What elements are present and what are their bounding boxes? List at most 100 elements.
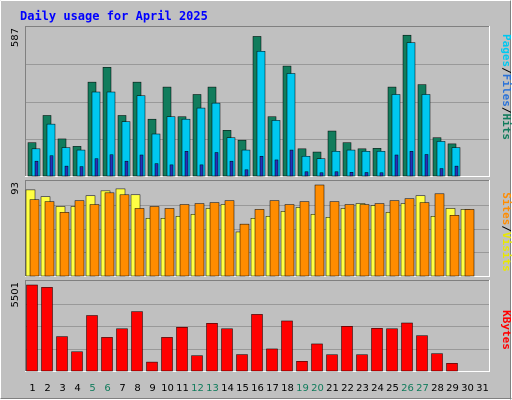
x-tick-day-31: 31 [476, 383, 489, 394]
bar-sites-day-23 [359, 204, 370, 277]
bar-kbytes-day-5 [86, 315, 98, 372]
legend-kbytes: KBytes [500, 310, 512, 350]
legend-entry: KBytes [500, 310, 512, 350]
legend-entry: / [500, 107, 512, 114]
bar-pages-day-13 [214, 152, 219, 177]
y-max-label: 587 [10, 28, 21, 47]
bar-sites-day-15 [239, 223, 250, 277]
x-tick-day-18: 18 [281, 383, 294, 394]
panel-hits-files-pages: 587 Pages/Files/Hits [10, 26, 512, 177]
bar-kbytes-day-11 [176, 326, 188, 372]
bar-kbytes-day-7 [116, 328, 128, 372]
bar-pages-day-16 [259, 155, 264, 177]
y-max-label: 93 [10, 182, 21, 195]
bar-pages-day-2 [49, 155, 54, 177]
x-tick-day-16: 16 [251, 383, 264, 394]
legend-entry: Hits [500, 114, 512, 141]
bar-kbytes-day-9 [146, 361, 158, 372]
bar-kbytes-day-20 [311, 343, 323, 372]
bar-kbytes-day-14 [221, 328, 233, 372]
x-tick-day-24: 24 [371, 383, 384, 394]
x-tick-day-26: 26 [401, 383, 414, 394]
x-axis-labels: 1 2 3 4 5 6 7 8 9 10 11 12 13 14 15 16 17 18 19 20 21 22 23 24 2… [29, 383, 489, 394]
legend-entry: Visits [500, 232, 512, 272]
bar-kbytes-day-6 [101, 337, 113, 372]
bar-sites-day-24 [374, 203, 385, 277]
bar-sites-day-12 [194, 203, 205, 277]
legend-hits-files-pages: Pages/Files/Hits [500, 34, 512, 140]
x-tick-day-12: 12 [191, 383, 204, 394]
panel-kbytes: 5501 KBytes [10, 280, 512, 372]
bar-pages-day-28 [439, 168, 444, 177]
bar-pages-day-24 [379, 172, 384, 177]
bar-sites-day-4 [74, 200, 85, 277]
bar-sites-day-21 [329, 201, 340, 277]
bar-kbytes-day-27 [416, 335, 428, 372]
bar-pages-day-15 [244, 169, 249, 177]
bar-pages-day-8 [139, 154, 144, 177]
bar-pages-day-7 [124, 160, 129, 177]
bar-pages-day-1 [34, 160, 39, 177]
bar-pages-day-17 [274, 159, 279, 177]
bar-pages-day-14 [229, 160, 234, 177]
x-tick-day-25: 25 [386, 383, 399, 394]
bar-pages-day-27 [424, 154, 429, 177]
bar-sites-day-22 [344, 204, 355, 277]
x-tick-day-14: 14 [221, 383, 234, 394]
bar-sites-day-9 [149, 206, 160, 277]
bar-pages-day-18 [289, 149, 294, 177]
bar-kbytes-day-4 [71, 351, 83, 372]
bar-pages-day-21 [334, 171, 339, 177]
bar-kbytes-day-19 [296, 361, 308, 372]
bar-pages-day-12 [199, 164, 204, 177]
x-tick-day-6: 6 [104, 383, 110, 394]
bar-sites-day-25 [389, 200, 400, 277]
bar-sites-day-19 [299, 201, 310, 277]
bar-kbytes-day-23 [356, 354, 368, 372]
bar-pages-day-10 [169, 164, 174, 177]
bar-sites-day-30 [464, 209, 475, 277]
bar-pages-day-5 [94, 158, 99, 177]
bar-kbytes-day-1 [26, 284, 38, 372]
legend-entry: / [500, 225, 512, 232]
bar-sites-day-26 [404, 198, 415, 277]
bar-kbytes-day-26 [401, 322, 413, 372]
bar-files-day-24 [376, 151, 386, 177]
bar-kbytes-day-16 [251, 314, 263, 372]
bar-sites-day-14 [224, 200, 235, 277]
bar-kbytes-day-10 [161, 337, 173, 372]
bar-pages-day-19 [304, 171, 309, 177]
x-tick-day-7: 7 [119, 383, 125, 394]
bar-kbytes-day-15 [236, 354, 248, 372]
x-tick-day-17: 17 [266, 383, 279, 394]
bar-sites-day-7 [119, 194, 130, 277]
bar-sites-day-20 [314, 184, 325, 277]
x-tick-day-29: 29 [446, 383, 459, 394]
x-tick-day-2: 2 [44, 383, 50, 394]
x-tick-day-8: 8 [134, 383, 140, 394]
bar-kbytes-day-18 [281, 320, 293, 372]
chart-title: Daily usage for April 2025 [20, 9, 208, 23]
x-tick-day-28: 28 [431, 383, 444, 394]
x-tick-day-19: 19 [296, 383, 309, 394]
bar-pages-day-9 [154, 163, 159, 177]
x-tick-day-21: 21 [326, 383, 339, 394]
x-tick-day-11: 11 [176, 383, 189, 394]
legend-entry: / [500, 67, 512, 74]
bar-sites-day-5 [89, 204, 100, 277]
panel-visits-sites: 93 Sites/Visits [10, 180, 512, 277]
y-max-label: 5501 [10, 282, 21, 307]
legend-entry: Pages [500, 34, 512, 67]
bar-kbytes-day-29 [446, 363, 458, 372]
bar-sites-day-6 [104, 192, 115, 277]
bar-sites-day-28 [434, 193, 445, 277]
x-tick-day-27: 27 [416, 383, 429, 394]
bar-pages-day-3 [64, 165, 69, 177]
bar-pages-day-20 [319, 172, 324, 177]
bar-pages-day-4 [79, 166, 84, 177]
bar-sites-day-11 [179, 204, 190, 277]
bar-sites-day-13 [209, 202, 220, 277]
bar-kbytes-day-28 [431, 353, 443, 372]
bar-pages-day-26 [409, 151, 414, 177]
